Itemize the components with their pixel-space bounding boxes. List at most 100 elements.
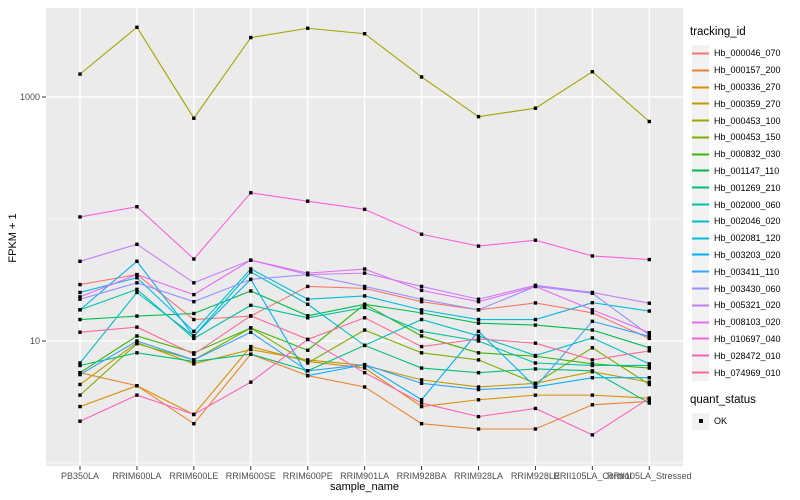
data-point xyxy=(476,427,481,431)
legend-item-Hb_008103_020: Hb_008103_020 xyxy=(688,313,800,331)
data-point xyxy=(249,352,253,356)
legend-item-label: Hb_010697_040 xyxy=(714,333,781,344)
data-point xyxy=(249,258,253,262)
data-point xyxy=(647,333,651,337)
data-point xyxy=(476,337,481,341)
data-point xyxy=(362,302,367,306)
data-point xyxy=(362,305,367,310)
data-point xyxy=(533,385,538,389)
data-point xyxy=(78,317,82,322)
data-point xyxy=(533,406,538,411)
data-point xyxy=(135,276,139,280)
data-point xyxy=(647,346,651,350)
data-point xyxy=(192,281,196,285)
data-point xyxy=(78,295,82,299)
legend-key-line-icon xyxy=(692,179,709,197)
legend-key-line-icon xyxy=(692,78,709,96)
x-axis-title: sample_name xyxy=(329,481,400,493)
data-point xyxy=(192,292,196,297)
legend-key-line-icon xyxy=(692,347,709,365)
data-point xyxy=(306,284,310,289)
data-point xyxy=(135,25,139,29)
data-point xyxy=(135,205,139,209)
data-point xyxy=(192,352,196,356)
data-point xyxy=(192,362,196,366)
data-point xyxy=(78,330,82,334)
data-point xyxy=(476,370,481,375)
data-point xyxy=(78,419,82,423)
data-point xyxy=(533,367,538,371)
data-point xyxy=(135,281,139,285)
quant-ok-marker-icon xyxy=(692,412,709,430)
legend-item-label: Hb_000046_070 xyxy=(714,48,781,59)
x-tick-label: RRIM928LE xyxy=(511,471,560,481)
data-point xyxy=(192,317,196,322)
legend-item-label: Hb_001269_210 xyxy=(714,182,781,193)
data-point xyxy=(647,376,651,380)
data-point xyxy=(249,277,253,282)
data-point xyxy=(419,344,424,349)
data-point xyxy=(590,254,595,258)
data-point xyxy=(362,370,367,375)
x-tick-label: RRIM928LA xyxy=(454,471,503,481)
data-point xyxy=(78,404,82,409)
y-axis-title: FPKM + 1 xyxy=(7,213,19,263)
data-point xyxy=(476,317,481,322)
data-point xyxy=(590,363,595,368)
data-point xyxy=(78,372,82,377)
legend-key-line-icon xyxy=(692,128,709,146)
x-tick-label: RRIM600LA xyxy=(112,471,161,481)
data-point xyxy=(533,341,538,345)
data-point xyxy=(249,380,253,384)
data-point xyxy=(419,366,424,370)
data-point xyxy=(78,297,82,301)
legend-item-Hb_000453_100: Hb_000453_100 xyxy=(688,112,800,130)
data-point xyxy=(533,393,538,397)
legend-item-label: Hb_000336_270 xyxy=(714,81,781,92)
data-point xyxy=(647,309,651,313)
data-point xyxy=(476,358,481,362)
data-point xyxy=(419,351,424,355)
data-point xyxy=(476,387,481,392)
data-point xyxy=(362,366,367,370)
legend-key-line-icon xyxy=(692,162,709,180)
legend-items: Hb_000046_070 Hb_000157_200 Hb_000336_270 H… xyxy=(688,44,800,382)
data-point xyxy=(78,382,82,387)
data-point xyxy=(419,381,424,386)
data-point xyxy=(249,289,253,293)
data-point xyxy=(135,325,139,329)
data-point xyxy=(78,308,82,312)
x-tick-label: PB350LA xyxy=(61,471,99,481)
data-point xyxy=(590,393,595,397)
data-point xyxy=(249,326,253,330)
legend-key-line-icon xyxy=(692,95,709,113)
data-point xyxy=(192,412,196,417)
legend-item-Hb_000359_270: Hb_000359_270 xyxy=(688,95,800,113)
legend-key-line-icon xyxy=(692,280,709,298)
data-point xyxy=(476,297,481,301)
data-point xyxy=(249,347,253,352)
data-point xyxy=(533,301,538,305)
legend-item-Hb_001269_210: Hb_001269_210 xyxy=(688,179,800,197)
data-point xyxy=(647,257,651,262)
data-point xyxy=(306,369,310,373)
legend-item-Hb_000336_270: Hb_000336_270 xyxy=(688,78,800,96)
data-point xyxy=(135,339,139,343)
data-point xyxy=(306,358,310,362)
data-point xyxy=(249,330,253,334)
x-tick-label: RRIM600SE xyxy=(226,471,276,481)
legend-key-line-icon xyxy=(692,145,709,163)
data-point xyxy=(419,329,424,334)
data-point xyxy=(306,297,310,301)
data-point xyxy=(647,366,651,370)
data-point xyxy=(192,311,196,316)
data-point xyxy=(590,346,595,350)
data-point xyxy=(249,344,253,349)
legend-key-line-icon xyxy=(692,263,709,281)
legend-item-Hb_003411_110: Hb_003411_110 xyxy=(688,263,800,281)
data-point xyxy=(419,232,424,236)
x-tick-label: RRIM928BA xyxy=(397,471,447,481)
data-point xyxy=(306,361,310,365)
legend-item-label: Hb_003411_110 xyxy=(714,266,780,277)
data-point xyxy=(135,290,139,295)
